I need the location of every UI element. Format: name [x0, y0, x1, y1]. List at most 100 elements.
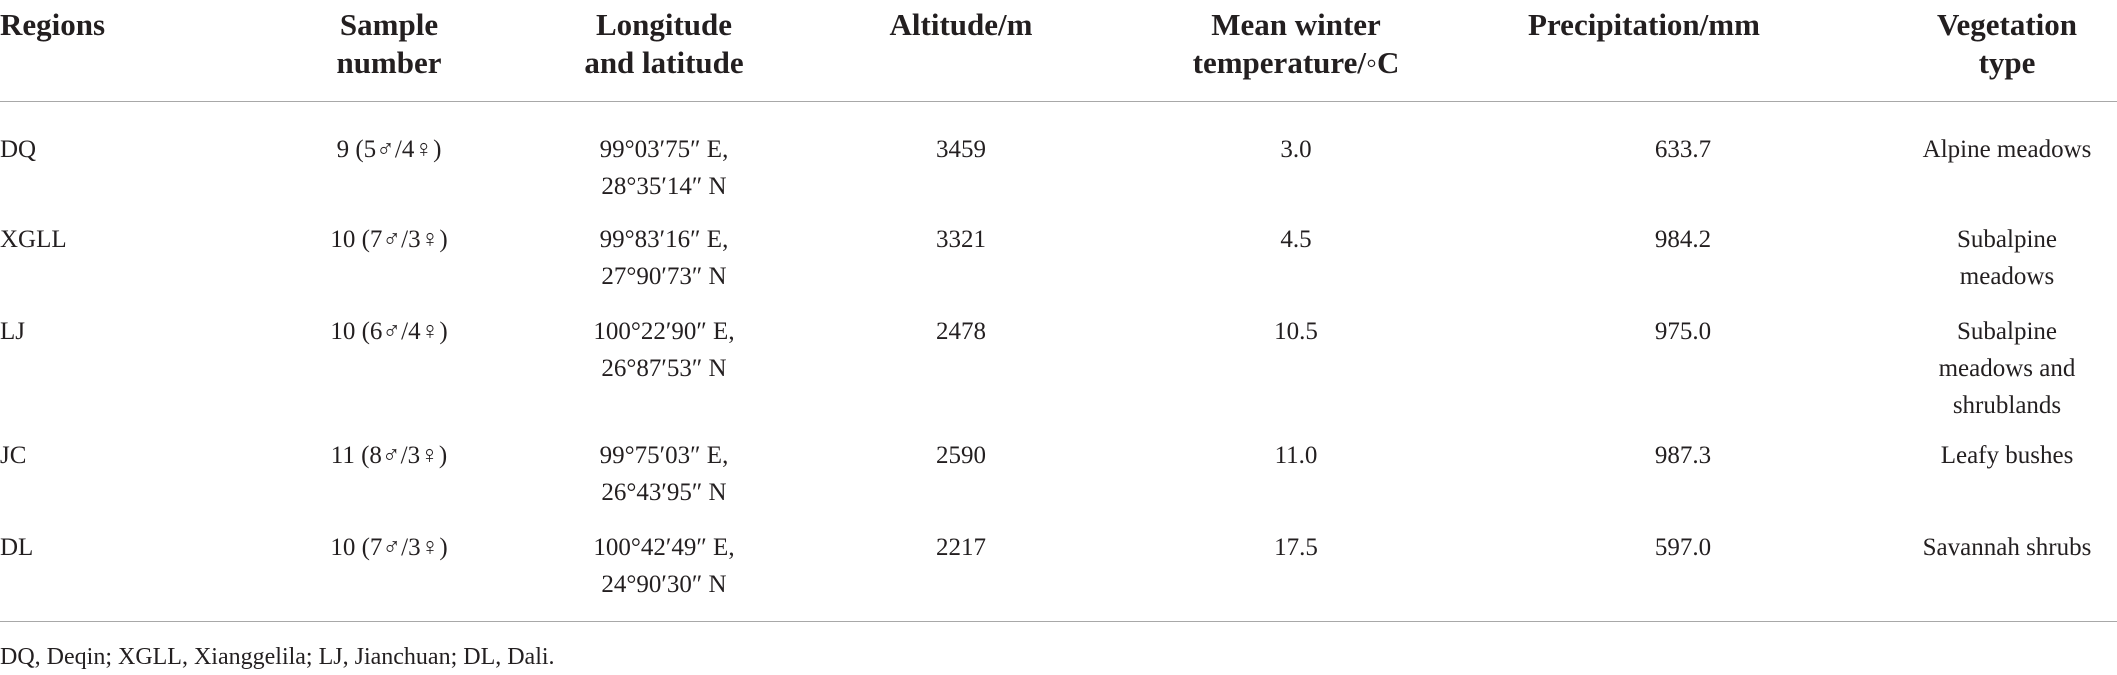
- cell-line: Savannah shrubs: [1922, 534, 2092, 561]
- table-cell: 100°42′49″ E, 24°90′30″ N: [464, 529, 864, 603]
- cell-line: 26°43′95″ N: [601, 479, 727, 506]
- cell-line: and latitude: [584, 45, 744, 80]
- cell-line: 99°75′03″ E,: [599, 442, 729, 469]
- table-cell: 99°03′75″ E, 28°35′14″ N: [464, 131, 864, 205]
- cell-line: Leafy bushes: [1940, 442, 2074, 469]
- header-cell: Regions: [0, 6, 105, 44]
- table-cell: 10.5: [1096, 313, 1496, 350]
- cell-line: Altitude/m: [889, 7, 1033, 42]
- table-cell: 597.0: [1483, 529, 1883, 566]
- header-cell: Vegetation type: [1807, 6, 2117, 82]
- table-cell: 3321: [761, 221, 1161, 258]
- cell-line: 597.0: [1654, 534, 1712, 561]
- cell-line: 10 (7♂/3♀): [330, 534, 448, 561]
- cell-line: 100°22′90″ E,: [593, 318, 735, 345]
- table-cell: 11.0: [1096, 437, 1496, 474]
- cell-line: Subalpine: [1957, 318, 2057, 345]
- table-cell: 2478: [761, 313, 1161, 350]
- table-cell: 100°22′90″ E, 26°87′53″ N: [464, 313, 864, 387]
- cell-line: 9 (5♂/4♀): [336, 136, 442, 163]
- footnote: DQ, Deqin; XGLL, Xianggelila; LJ, Jianch…: [0, 644, 555, 670]
- cell-line: Regions: [0, 7, 106, 42]
- table-cell: 99°83′16″ E, 27°90′73″ N: [464, 221, 864, 295]
- cell-line: 11.0: [1274, 442, 1318, 469]
- cell-line: meadows: [1959, 263, 2055, 290]
- table-cell: XGLL: [0, 221, 67, 258]
- cell-line: Sample: [339, 7, 439, 42]
- cell-line: Subalpine: [1957, 226, 2057, 253]
- cell-line: 27°90′73″ N: [601, 263, 727, 290]
- bottom-rule: [0, 621, 2117, 622]
- cell-line: Mean winter: [1211, 7, 1381, 42]
- cell-line: 975.0: [1654, 318, 1712, 345]
- cell-line: 3321: [936, 226, 986, 253]
- cell-line: DQ: [0, 136, 37, 163]
- cell-line: 10 (6♂/4♀): [330, 318, 448, 345]
- cell-line: 3459: [936, 136, 986, 163]
- table-cell: 9 (5♂/4♀): [189, 131, 589, 168]
- cell-line: 99°03′75″ E,: [599, 136, 729, 163]
- table-cell: 975.0: [1483, 313, 1883, 350]
- cell-line: 24°90′30″ N: [601, 571, 727, 598]
- cell-line: 99°83′16″ E,: [599, 226, 729, 253]
- table-cell: 633.7: [1483, 131, 1883, 168]
- cell-line: meadows and: [1938, 355, 2076, 382]
- table-cell: 4.5: [1096, 221, 1496, 258]
- table-cell: JC: [0, 437, 26, 474]
- table-cell: Subalpine meadows: [1807, 221, 2117, 295]
- table-cell: 10 (7♂/3♀): [189, 221, 589, 258]
- table-cell: LJ: [0, 313, 25, 350]
- cell-line: JC: [0, 442, 27, 469]
- cell-line: 17.5: [1274, 534, 1318, 561]
- cell-line: 2217: [936, 534, 986, 561]
- header-cell: Sample number: [189, 6, 589, 82]
- cell-line: shrublands: [1952, 392, 2062, 419]
- cell-line: Vegetation: [1936, 7, 2078, 42]
- table-cell: 2217: [761, 529, 1161, 566]
- table-cell: DQ: [0, 131, 36, 168]
- cell-line: 987.3: [1654, 442, 1712, 469]
- table-cell: 984.2: [1483, 221, 1883, 258]
- header-cell: Mean winter temperature/◦C: [1096, 6, 1496, 82]
- cell-line: Longitude: [595, 7, 733, 42]
- cell-line: 11 (8♂/3♀): [330, 442, 448, 469]
- cell-line: 100°42′49″ E,: [593, 534, 735, 561]
- table-cell: 2590: [761, 437, 1161, 474]
- header-cell: Altitude/m: [761, 6, 1161, 44]
- cell-line: LJ: [0, 318, 25, 345]
- cell-line: temperature/◦C: [1192, 45, 1400, 80]
- cell-line: Precipitation/mm: [1528, 7, 1760, 42]
- header-cell: Longitude and latitude: [464, 6, 864, 82]
- cell-line: 26°87′53″ N: [601, 355, 727, 382]
- header-rule: [0, 101, 2117, 102]
- cell-line: 984.2: [1654, 226, 1712, 253]
- table-cell: Savannah shrubs: [1807, 529, 2117, 566]
- cell-line: 2590: [936, 442, 986, 469]
- table-cell: 10 (7♂/3♀): [189, 529, 589, 566]
- cell-line: 10 (7♂/3♀): [330, 226, 448, 253]
- header-cell: Precipitation/mm: [1444, 6, 1844, 44]
- table-cell: 10 (6♂/4♀): [189, 313, 589, 350]
- cell-line: 633.7: [1654, 136, 1712, 163]
- table-cell: 99°75′03″ E, 26°43′95″ N: [464, 437, 864, 511]
- cell-line: type: [1978, 45, 2036, 80]
- cell-line: 10.5: [1274, 318, 1318, 345]
- table-cell: DL: [0, 529, 33, 566]
- table-cell: 11 (8♂/3♀): [189, 437, 589, 474]
- table-cell: Subalpine meadows and shrublands: [1807, 313, 2117, 424]
- cell-line: XGLL: [0, 226, 67, 253]
- table-cell: 17.5: [1096, 529, 1496, 566]
- cell-line: 28°35′14″ N: [601, 173, 727, 200]
- cell-line: 2478: [936, 318, 986, 345]
- cell-line: Alpine meadows: [1922, 136, 2092, 163]
- table-cell: 987.3: [1483, 437, 1883, 474]
- table-cell: Leafy bushes: [1807, 437, 2117, 474]
- cell-line: DL: [0, 534, 34, 561]
- cell-line: number: [336, 45, 442, 80]
- cell-line: 3.0: [1280, 136, 1312, 163]
- cell-line: 4.5: [1280, 226, 1312, 253]
- table-cell: Alpine meadows: [1807, 131, 2117, 168]
- table-cell: 3.0: [1096, 131, 1496, 168]
- table-cell: 3459: [761, 131, 1161, 168]
